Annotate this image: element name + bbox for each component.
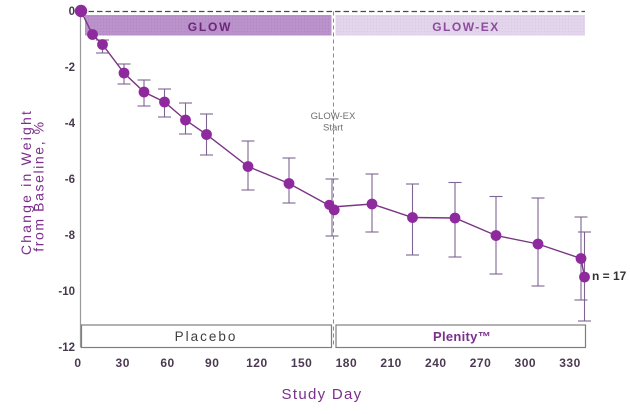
svg-text:210: 210 [380, 356, 402, 370]
svg-text:-12: -12 [58, 342, 75, 354]
svg-text:-2: -2 [65, 62, 75, 74]
svg-text:Placebo: Placebo [175, 329, 238, 344]
svg-text:180: 180 [336, 356, 358, 370]
svg-text:240: 240 [425, 356, 447, 370]
svg-text:GLOW-EX: GLOW-EX [311, 111, 356, 122]
svg-text:300: 300 [515, 356, 537, 370]
svg-text:330: 330 [559, 356, 581, 370]
svg-text:Plenity™: Plenity™ [433, 329, 491, 344]
svg-text:270: 270 [470, 356, 492, 370]
svg-text:120: 120 [246, 356, 268, 370]
svg-text:-8: -8 [65, 230, 76, 242]
svg-text:n = 17: n = 17 [592, 269, 627, 283]
svg-text:Change in Weight: Change in Weight [18, 109, 34, 255]
svg-text:-4: -4 [65, 118, 76, 130]
svg-text:-10: -10 [58, 286, 75, 298]
svg-text:-6: -6 [65, 174, 75, 186]
svg-text:60: 60 [160, 356, 174, 370]
svg-text:150: 150 [291, 356, 313, 370]
svg-text:Start: Start [323, 123, 343, 134]
svg-text:GLOW: GLOW [188, 20, 233, 34]
svg-text:0: 0 [74, 356, 81, 370]
svg-text:from Baseline, %: from Baseline, % [31, 120, 47, 251]
svg-text:30: 30 [116, 356, 130, 370]
svg-text:Study Day: Study Day [282, 386, 363, 403]
svg-text:GLOW-EX: GLOW-EX [432, 20, 500, 34]
svg-text:0: 0 [69, 6, 75, 18]
svg-text:90: 90 [205, 356, 219, 370]
